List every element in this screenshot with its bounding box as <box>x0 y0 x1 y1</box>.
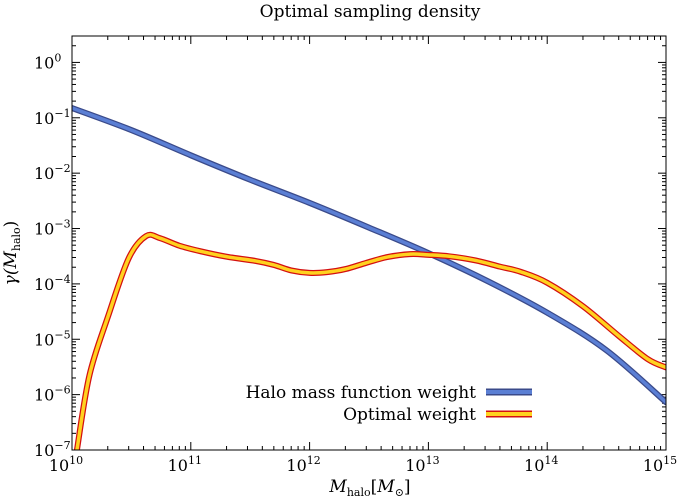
x-tick-label: 1015 <box>643 454 677 475</box>
series-line <box>72 106 666 404</box>
y-tick-label: 10−4 <box>34 273 71 294</box>
y-tick-label-base: 10 <box>34 53 54 72</box>
y-tick-label-exp: −4 <box>54 273 70 286</box>
x-axis-label: Mhalo[M⊙] <box>328 477 410 498</box>
series-0 <box>72 105 666 406</box>
y-axis-label-sub: halo <box>10 227 23 251</box>
y-tick-label: 100 <box>34 51 61 72</box>
x-tick-label-base: 10 <box>643 456 663 475</box>
x-axis-label-bracket-close: ] <box>404 477 411 497</box>
y-tick-label-base: 10 <box>34 330 54 349</box>
x-tick-label-exp: 14 <box>544 454 558 467</box>
x-axis-label-unit-sub: ⊙ <box>395 486 404 498</box>
x-tick-label-exp: 11 <box>188 454 202 467</box>
x-tick-label-exp: 13 <box>426 454 440 467</box>
x-tick-label-exp: 12 <box>307 454 321 467</box>
y-tick-label: 10−3 <box>34 218 71 239</box>
legend-entry-optimal-weight: Optimal weight <box>343 405 532 425</box>
y-tick-label-exp: −1 <box>54 107 70 120</box>
series-1 <box>73 231 666 450</box>
y-tick-label: 10−2 <box>34 162 71 183</box>
y-tick-label-exp: −6 <box>54 384 70 397</box>
y-axis-label-main: γ(M <box>1 251 21 286</box>
x-axis-label-sub: halo <box>347 486 371 498</box>
y-tick-label-exp: −2 <box>54 162 70 175</box>
x-tick-label: 1010 <box>49 454 83 475</box>
y-axis-label: γ(Mhalo) <box>1 221 23 286</box>
series-line <box>75 233 666 450</box>
y-tick-label: 10−6 <box>34 384 71 405</box>
y-tick-label: 10−5 <box>34 328 71 349</box>
y-tick-label: 10−1 <box>34 107 71 128</box>
y-tick-label-exp: −3 <box>54 218 70 231</box>
legend-entry-halo-mass-function-weight: Halo mass function weight <box>246 383 532 403</box>
legend: Halo mass function weight Optimal weight <box>246 383 532 425</box>
y-axis-label-close: ) <box>1 221 21 228</box>
series-layer <box>72 105 666 450</box>
y-tick-label: 10−7 <box>34 439 71 460</box>
x-tick-label-exp: 15 <box>663 454 677 467</box>
x-tick-label: 1013 <box>405 454 439 475</box>
y-tick-label-base: 10 <box>34 441 54 460</box>
legend-label: Halo mass function weight <box>246 383 477 403</box>
y-tick-label-base: 10 <box>34 109 54 128</box>
y-tick-label-base: 10 <box>34 275 54 294</box>
x-tick-label: 1014 <box>524 454 558 475</box>
y-tick-label-exp: 0 <box>54 51 61 64</box>
y-tick-label-base: 10 <box>34 164 54 183</box>
y-tick-label-base: 10 <box>34 220 54 239</box>
x-tick-label: 1011 <box>168 454 202 475</box>
x-tick-label-base: 10 <box>524 456 544 475</box>
series-line-edge <box>72 105 666 406</box>
y-tick-label-exp: −7 <box>54 439 70 452</box>
chart-title: Optimal sampling density <box>260 2 481 22</box>
y-tick-label-base: 10 <box>34 386 54 405</box>
legend-label: Optimal weight <box>343 405 476 425</box>
x-axis-label-main: M <box>328 477 347 497</box>
x-tick-label: 1012 <box>286 454 320 475</box>
y-tick-label-exp: −5 <box>54 328 70 341</box>
x-tick-label-base: 10 <box>49 456 69 475</box>
x-tick-labels: 1010 1011 1012 1013 1014 1015 <box>49 454 677 475</box>
x-tick-label-base: 10 <box>405 456 425 475</box>
x-tick-label-base: 10 <box>168 456 188 475</box>
x-tick-label-base: 10 <box>286 456 306 475</box>
x-tick-label-exp: 10 <box>69 454 83 467</box>
minor-ticks <box>72 35 666 450</box>
plot-frame <box>71 35 667 451</box>
x-axis-label-unit: M <box>376 477 395 497</box>
x-axis-label-bracket-open: [ <box>371 477 378 497</box>
